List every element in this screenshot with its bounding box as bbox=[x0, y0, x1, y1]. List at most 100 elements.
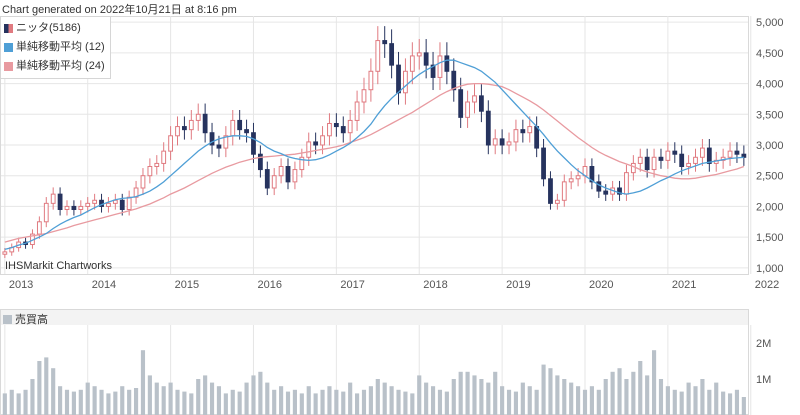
volume-bar bbox=[465, 371, 470, 415]
candle-body bbox=[437, 55, 443, 78]
candle-body bbox=[202, 113, 208, 134]
volume-bar bbox=[313, 393, 318, 415]
volume-bar bbox=[285, 391, 291, 415]
candle-body bbox=[403, 70, 408, 94]
ma12-line bbox=[4, 59, 744, 251]
volume-bar bbox=[375, 379, 380, 415]
volume-bar bbox=[168, 382, 173, 415]
volume-bar bbox=[92, 386, 97, 415]
volume-bar bbox=[700, 379, 705, 415]
volume-bar bbox=[707, 389, 712, 415]
candle-body bbox=[161, 150, 167, 164]
candle-body bbox=[396, 64, 401, 94]
volume-bar bbox=[292, 389, 297, 415]
candle-body bbox=[589, 166, 595, 183]
candle-body bbox=[693, 156, 698, 164]
candle-body bbox=[672, 150, 678, 155]
volume-bar bbox=[596, 389, 601, 415]
volume-bar bbox=[645, 375, 650, 415]
volume-bar bbox=[327, 386, 332, 415]
legend-item-price: ニッタ(5186) bbox=[4, 19, 105, 38]
price-y-tick-label: 4,000 bbox=[756, 79, 784, 91]
volume-bar bbox=[175, 389, 180, 415]
price-plot-frame bbox=[0, 16, 749, 275]
candle-body bbox=[665, 150, 671, 161]
volume-bar bbox=[396, 389, 401, 415]
candle-body bbox=[340, 126, 346, 134]
candle-body bbox=[154, 162, 160, 168]
volume-bar bbox=[320, 389, 325, 415]
candle-body bbox=[106, 202, 111, 207]
volume-bar bbox=[686, 382, 691, 415]
volume-bar bbox=[534, 389, 539, 415]
volume-bar bbox=[223, 393, 228, 415]
candle-body bbox=[78, 205, 84, 211]
candle-body bbox=[299, 156, 305, 171]
volume-legend: 売買高 bbox=[0, 311, 48, 327]
volume-swatch-icon bbox=[3, 314, 12, 324]
candle-body bbox=[416, 52, 422, 57]
candle-body bbox=[554, 199, 560, 204]
volume-bar bbox=[417, 375, 422, 415]
legend-label-ma12: 単純移動平均 (12) bbox=[16, 41, 105, 53]
candle-body bbox=[637, 156, 643, 164]
candle-body bbox=[409, 55, 415, 72]
volume-bar bbox=[520, 382, 525, 415]
candle-body bbox=[50, 193, 56, 204]
volume-bar bbox=[500, 386, 505, 415]
price-y-tick-label: 4,500 bbox=[756, 48, 784, 60]
volume-bar bbox=[624, 379, 629, 415]
volume-bar bbox=[506, 389, 512, 415]
volume-bar bbox=[569, 382, 574, 415]
candle-body bbox=[168, 135, 173, 152]
volume-bar bbox=[651, 350, 657, 415]
candle-body bbox=[603, 190, 609, 195]
volume-bar bbox=[361, 389, 367, 415]
candle-body bbox=[624, 172, 629, 195]
candle-body bbox=[71, 205, 77, 211]
volume-bar bbox=[679, 391, 684, 415]
volume-bar bbox=[85, 382, 90, 415]
candle-body bbox=[43, 202, 49, 223]
volume-bar bbox=[403, 391, 408, 415]
volume-bar bbox=[237, 391, 242, 415]
volume-bar bbox=[244, 382, 249, 415]
candle-body bbox=[57, 193, 63, 210]
volume-bar bbox=[64, 389, 70, 415]
candle-body bbox=[119, 199, 125, 211]
volume-bar bbox=[555, 375, 560, 415]
volume-bar bbox=[251, 375, 256, 415]
volume-bar bbox=[51, 368, 56, 415]
volume-bar bbox=[589, 386, 594, 415]
x-tick-label: 2016 bbox=[257, 279, 281, 291]
candle-body bbox=[451, 70, 457, 91]
candle-body bbox=[527, 126, 533, 134]
volume-bar bbox=[140, 350, 146, 415]
candle-body bbox=[444, 55, 450, 72]
volume-bar bbox=[37, 361, 42, 415]
candle-body bbox=[271, 175, 277, 189]
candle-body bbox=[188, 119, 194, 131]
candle-body bbox=[513, 129, 519, 143]
volume-bar bbox=[279, 386, 284, 415]
candle-body bbox=[727, 150, 733, 158]
volume-bar bbox=[161, 386, 166, 415]
volume-bar bbox=[472, 375, 477, 415]
volume-bar bbox=[410, 393, 415, 415]
x-tick-label: 2021 bbox=[672, 279, 696, 291]
x-tick-label: 2020 bbox=[589, 279, 613, 291]
generated-timestamp: Chart generated on 2022年10月21日 at 8:16 p… bbox=[2, 4, 237, 16]
volume-bar bbox=[513, 391, 519, 415]
candle-body bbox=[36, 221, 42, 235]
volume-bar bbox=[638, 361, 643, 415]
candle-body bbox=[64, 205, 70, 211]
volume-bar bbox=[458, 371, 463, 415]
candle-body bbox=[230, 119, 236, 137]
volume-bar bbox=[603, 379, 608, 415]
volume-bar bbox=[2, 393, 7, 415]
volume-bar bbox=[189, 393, 194, 415]
volume-bar bbox=[389, 386, 394, 415]
x-tick-label: 2022 bbox=[755, 279, 779, 291]
